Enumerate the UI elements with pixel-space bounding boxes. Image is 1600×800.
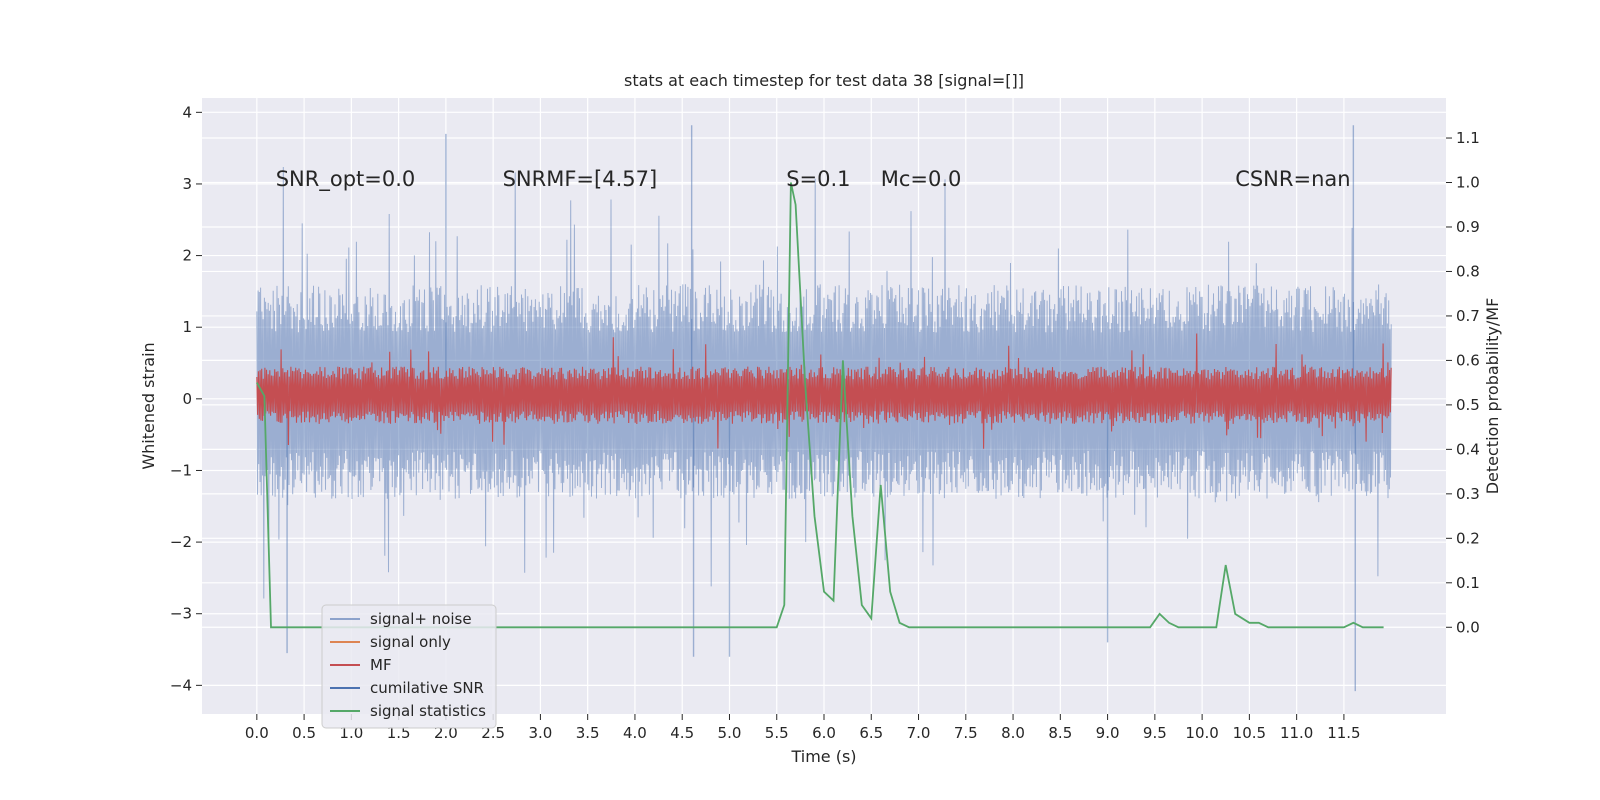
y-tick-label-left: −2 xyxy=(170,533,192,551)
legend-entry: signal only xyxy=(370,633,451,651)
x-tick-label: 5.0 xyxy=(718,724,742,742)
x-tick-label: 11.5 xyxy=(1327,724,1360,742)
x-tick-label: 7.0 xyxy=(907,724,931,742)
x-axis-label: Time (s) xyxy=(790,747,856,766)
legend-entry: cumilative SNR xyxy=(370,679,484,697)
x-tick-label: 7.5 xyxy=(954,724,978,742)
x-tick-label: 6.0 xyxy=(812,724,836,742)
x-tick-label: 3.0 xyxy=(528,724,552,742)
legend-entry: MF xyxy=(370,656,392,674)
y-tick-label-right: 1.0 xyxy=(1456,174,1480,192)
y-tick-label-right: 0.2 xyxy=(1456,529,1480,547)
y-axis-label-left: Whitened strain xyxy=(139,342,158,469)
y-tick-label-left: 1 xyxy=(182,318,192,336)
y-tick-label-right: 0.6 xyxy=(1456,351,1480,369)
y-tick-label-left: 2 xyxy=(182,247,192,265)
x-tick-label: 9.0 xyxy=(1096,724,1120,742)
legend-box xyxy=(321,604,497,729)
x-tick-label: 10.0 xyxy=(1185,724,1218,742)
x-tick-label: 3.5 xyxy=(576,724,600,742)
series-mf xyxy=(256,333,1392,449)
y-tick-label-left: 0 xyxy=(182,390,192,408)
annotation-csnr: CSNR=nan xyxy=(1235,167,1350,191)
legend-entry: signal+ noise xyxy=(370,610,472,628)
x-tick-label: 10.5 xyxy=(1233,724,1266,742)
y-tick-label-right: 0.5 xyxy=(1456,396,1480,414)
x-tick-label: 8.0 xyxy=(1001,724,1025,742)
y-tick-label-right: 0.1 xyxy=(1456,574,1480,592)
annotation-mc: Mc=0.0 xyxy=(881,167,962,191)
y-tick-label-right: 0.8 xyxy=(1456,262,1480,280)
x-tick-label: 0.0 xyxy=(245,724,269,742)
annotation-snr-mf: SNRMF=[4.57] xyxy=(503,167,658,191)
x-tick-label: 4.0 xyxy=(623,724,647,742)
y-tick-label-right: 0.3 xyxy=(1456,485,1480,503)
legend: signal+ noise signal only MF cumilative SNR… xyxy=(321,604,497,729)
x-tick-label: 0.5 xyxy=(292,724,316,742)
x-tick-label: 5.5 xyxy=(765,724,789,742)
y-tick-label-left: −4 xyxy=(170,676,192,694)
y-tick-label-right: 0.4 xyxy=(1456,440,1480,458)
y-tick-label-right: 0.0 xyxy=(1456,618,1480,636)
y-tick-label-right: 1.1 xyxy=(1456,129,1480,147)
y-tick-label-left: −1 xyxy=(170,461,192,479)
x-tick-label: 8.5 xyxy=(1048,724,1072,742)
x-tick-label: 11.0 xyxy=(1280,724,1313,742)
y-tick-label-right: 0.9 xyxy=(1456,218,1480,236)
annotation-s: S=0.1 xyxy=(786,167,850,191)
chart-title: stats at each timestep for test data 38 … xyxy=(624,71,1024,90)
y-tick-label-left: −3 xyxy=(170,605,192,623)
series-signal-statistics xyxy=(256,182,1384,629)
x-tick-label: 6.5 xyxy=(859,724,883,742)
y-axis-label-right: Detection probability/MF xyxy=(1483,298,1502,495)
annotations: SNR_opt=0.0 SNRMF=[4.57] S=0.1 Mc=0.0 CS… xyxy=(276,167,1351,192)
x-tick-label: 4.5 xyxy=(670,724,694,742)
x-tick-label: 9.5 xyxy=(1143,724,1167,742)
legend-entry: signal statistics xyxy=(370,702,486,720)
y-tick-label-right: 0.7 xyxy=(1456,307,1480,325)
annotation-snr-opt: SNR_opt=0.0 xyxy=(276,167,416,192)
series-layer xyxy=(256,125,1392,692)
y-tick-label-left: 4 xyxy=(182,103,192,121)
y-tick-label-left: 3 xyxy=(182,175,192,193)
